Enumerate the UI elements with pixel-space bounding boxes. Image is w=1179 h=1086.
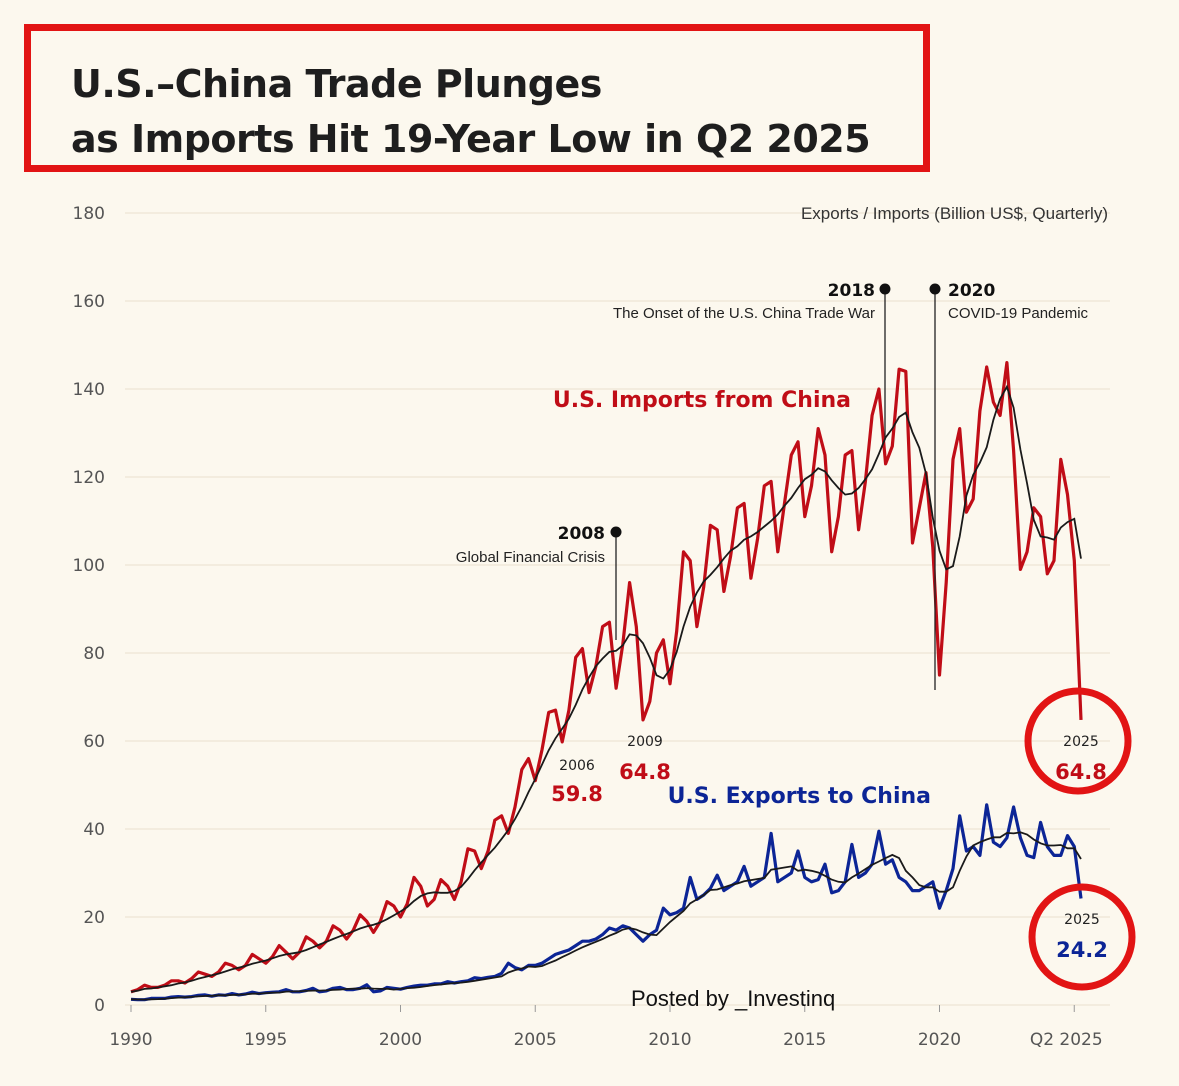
y-tick-label: 40 bbox=[83, 820, 105, 840]
event-2018-year: 2018 bbox=[828, 281, 875, 301]
imports-trend-line bbox=[130, 384, 1082, 993]
highlight-circle-imports bbox=[1024, 687, 1132, 795]
x-tick-label: 2010 bbox=[648, 1030, 691, 1050]
label-2025-exports-value: 24.2 bbox=[1056, 938, 1108, 962]
x-tick-label: 1990 bbox=[109, 1030, 152, 1050]
unit-label: Exports / Imports (Billion US$, Quarterl… bbox=[801, 204, 1108, 223]
event-2020-dot bbox=[929, 283, 941, 295]
y-tick-label: 120 bbox=[73, 468, 105, 488]
y-tick-label: 20 bbox=[83, 908, 105, 928]
x-tick-label: 2005 bbox=[514, 1030, 557, 1050]
y-tick-label: 80 bbox=[83, 644, 105, 664]
label-2006-value: 59.8 bbox=[551, 782, 603, 806]
label-2006-year: 2006 bbox=[559, 758, 595, 774]
y-tick-label: 160 bbox=[73, 292, 105, 312]
event-2008-label: Global Financial Crisis bbox=[456, 549, 605, 566]
exports-line bbox=[130, 803, 1083, 1002]
y-tick-label: 180 bbox=[73, 204, 105, 224]
y-tick-label: 100 bbox=[73, 556, 105, 576]
title-box: U.S.–China Trade Plunges as Imports Hit … bbox=[24, 24, 930, 172]
event-2020-label: COVID-19 Pandemic bbox=[948, 305, 1089, 322]
event-2020-year: 2020 bbox=[948, 281, 995, 301]
x-tick-label: 2015 bbox=[783, 1030, 826, 1050]
exports-trend-line bbox=[130, 831, 1082, 1001]
event-2018-label: The Onset of the U.S. China Trade War bbox=[613, 305, 875, 322]
y-tick-label: 60 bbox=[83, 732, 105, 752]
event-2018-dot bbox=[879, 283, 891, 295]
chart-title-line-1: U.S.–China Trade Plunges bbox=[71, 62, 602, 106]
highlight-circle-exports bbox=[1028, 883, 1136, 991]
label-2025-imports-value: 64.8 bbox=[1055, 760, 1107, 784]
x-tick-label: 1995 bbox=[244, 1030, 287, 1050]
x-tick-label: 2000 bbox=[379, 1030, 422, 1050]
watermark: Posted by _Investinq bbox=[631, 986, 835, 1011]
label-2009-value: 64.8 bbox=[619, 760, 671, 784]
y-tick-label: 140 bbox=[73, 380, 105, 400]
y-tick-label: 0 bbox=[94, 996, 105, 1016]
label-2009-year: 2009 bbox=[627, 734, 663, 750]
x-tick-label: Q2 2025 bbox=[1030, 1030, 1103, 1050]
imports-series-label: U.S. Imports from China bbox=[553, 388, 851, 413]
label-2025-imports-year: 2025 bbox=[1063, 734, 1099, 750]
exports-series-label: U.S. Exports to China bbox=[668, 784, 931, 809]
x-tick-label: 2020 bbox=[918, 1030, 961, 1050]
event-2008-year: 2008 bbox=[558, 524, 605, 544]
imports-line bbox=[130, 361, 1083, 994]
label-2025-exports-year: 2025 bbox=[1064, 912, 1100, 928]
event-2008-dot bbox=[610, 526, 622, 538]
chart-title-line-2: as Imports Hit 19-Year Low in Q2 2025 bbox=[71, 117, 871, 161]
